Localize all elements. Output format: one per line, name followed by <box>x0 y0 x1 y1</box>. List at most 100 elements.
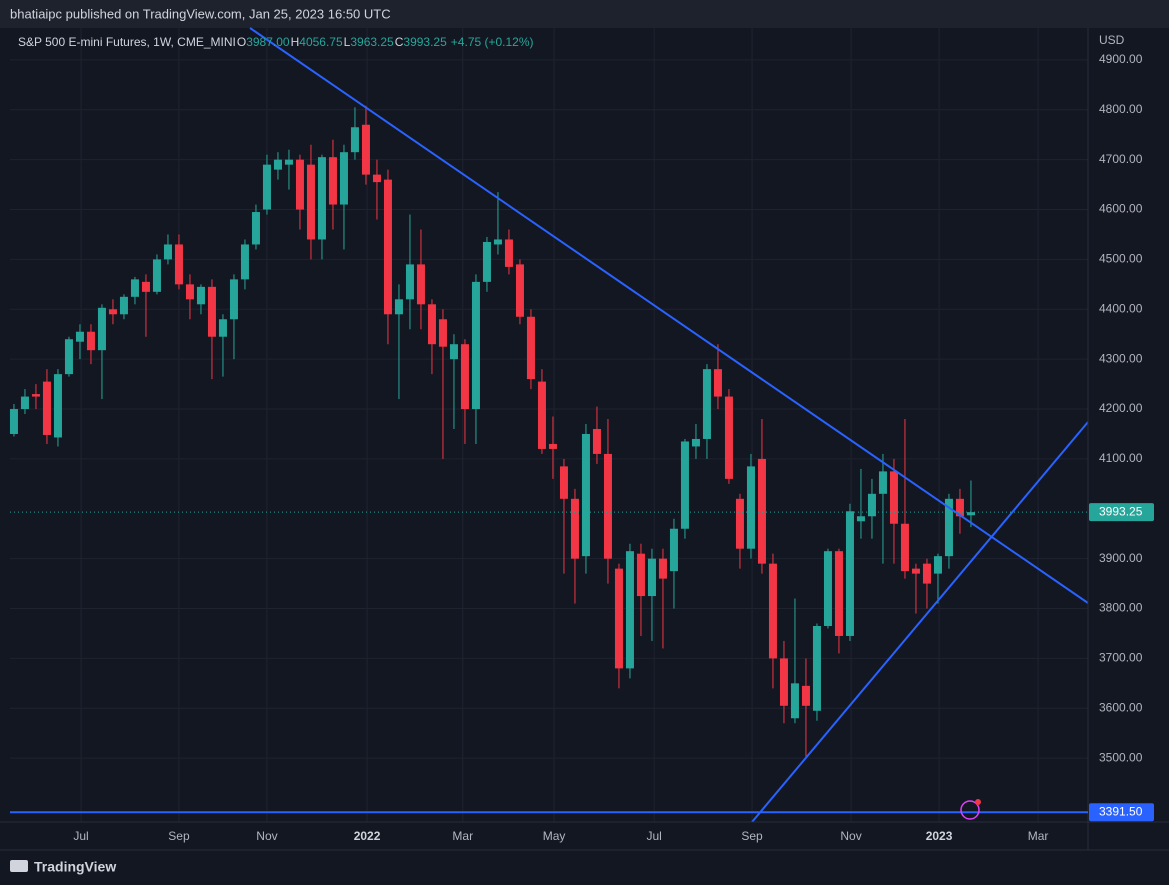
candle-body <box>284 159 293 165</box>
candle-body <box>944 498 953 557</box>
price-label: 3391.50 <box>1099 804 1143 818</box>
candle-body <box>922 563 931 584</box>
y-tick-label: 4900.00 <box>1099 52 1143 66</box>
candle-body <box>548 443 557 449</box>
candle-body <box>515 264 524 317</box>
candle-body <box>823 551 832 626</box>
candle-body <box>746 466 755 549</box>
ohlc-label: H <box>291 35 300 49</box>
candle-body <box>603 453 612 559</box>
candle-body <box>438 319 447 347</box>
symbol: S&P 500 E-mini Futures, 1W, CME_MINI <box>18 35 236 49</box>
legend: S&P 500 E-mini Futures, 1W, CME_MINI O 398… <box>18 35 534 49</box>
x-tick-label: Jul <box>646 829 661 843</box>
candle-body <box>449 344 458 360</box>
candle-body <box>845 511 854 636</box>
change: +4.75 (+0.12%) <box>451 35 534 49</box>
y-tick-label: 4600.00 <box>1099 202 1143 216</box>
ohlc-value: 3987.00 <box>246 35 290 49</box>
ohlc-value: 4056.75 <box>299 35 343 49</box>
candle-body <box>196 286 205 305</box>
candle-body <box>757 458 766 564</box>
candle-body <box>526 316 535 380</box>
x-tick-label: Nov <box>256 829 277 843</box>
x-tick-label: Sep <box>741 829 763 843</box>
candle-body <box>702 369 711 439</box>
overlay: 3993.25 3391.50 <box>10 503 1154 822</box>
y-tick-label: 4700.00 <box>1099 152 1143 166</box>
y-tick-label: 4300.00 <box>1099 351 1143 365</box>
candle-body <box>625 551 634 669</box>
candle-body <box>262 164 271 210</box>
y-tick-label: 3600.00 <box>1099 700 1143 714</box>
trend-line <box>751 421 1089 823</box>
candle-body <box>889 471 898 524</box>
x-tick-label: Sep <box>168 829 190 843</box>
candle-body <box>207 286 216 337</box>
y-tick-label: 3900.00 <box>1099 551 1143 565</box>
candle-body <box>680 441 689 529</box>
candle-body <box>471 281 480 410</box>
candle-body <box>306 164 315 240</box>
candle-body <box>75 331 84 342</box>
x-tick-label: Mar <box>452 829 473 843</box>
candle-body <box>966 512 975 516</box>
candle-body <box>790 683 799 719</box>
candle-body <box>350 127 359 153</box>
candle-body <box>691 438 700 447</box>
ohlc-label: O <box>237 35 246 49</box>
brand-logo <box>10 860 28 872</box>
alert-icon[interactable] <box>960 800 980 820</box>
brand: TradingView <box>34 859 116 875</box>
candle-body <box>31 394 40 397</box>
candle-body <box>20 396 29 410</box>
price-label-box <box>1089 503 1154 522</box>
x-tick-label: Nov <box>840 829 861 843</box>
candle-body <box>801 685 810 706</box>
candle-body <box>834 551 843 636</box>
candle-body <box>42 381 51 435</box>
y-tick-label: 4400.00 <box>1099 301 1143 315</box>
candle-body <box>328 157 337 205</box>
ohlc-value: 3993.25 <box>403 35 447 49</box>
candle-body <box>614 568 623 669</box>
candle-body <box>955 498 964 517</box>
y-tick-label: 4500.00 <box>1099 252 1143 266</box>
candle-body <box>9 409 18 434</box>
y-tick-label: 3500.00 <box>1099 750 1143 764</box>
candle-body <box>570 498 579 559</box>
x-tick-label: Jul <box>73 829 88 843</box>
candle-body <box>636 553 645 597</box>
candle-body <box>427 304 436 345</box>
candle-body <box>537 381 546 449</box>
candle-body <box>372 174 381 183</box>
candle-body <box>229 279 238 320</box>
y-tick-label: 4200.00 <box>1099 401 1143 415</box>
candle-body <box>53 374 62 438</box>
candle-body <box>339 152 348 205</box>
candle-body <box>240 244 249 280</box>
candle-body <box>64 339 73 375</box>
candle-body <box>273 159 282 170</box>
candle-body <box>460 344 469 410</box>
y-tick-label: 3700.00 <box>1099 651 1143 665</box>
candle-body <box>658 558 667 579</box>
candle-body <box>317 157 326 240</box>
candle-body <box>504 239 513 267</box>
candle-body <box>493 239 502 245</box>
y-tick-label: 4800.00 <box>1099 102 1143 116</box>
ohlc-label: L <box>344 35 351 49</box>
candle-body <box>713 369 722 397</box>
candle-body <box>174 244 183 285</box>
candle-body <box>933 556 942 574</box>
candle-body <box>779 658 788 706</box>
candle-body <box>185 284 194 300</box>
candle-body <box>647 558 656 597</box>
candle-body <box>812 625 821 711</box>
candle-body <box>295 159 304 210</box>
candle-body <box>878 471 887 494</box>
x-tick-label: May <box>543 829 566 843</box>
candle-body <box>592 428 601 454</box>
ohlc-label: C <box>395 35 404 49</box>
candle-body <box>669 528 678 572</box>
